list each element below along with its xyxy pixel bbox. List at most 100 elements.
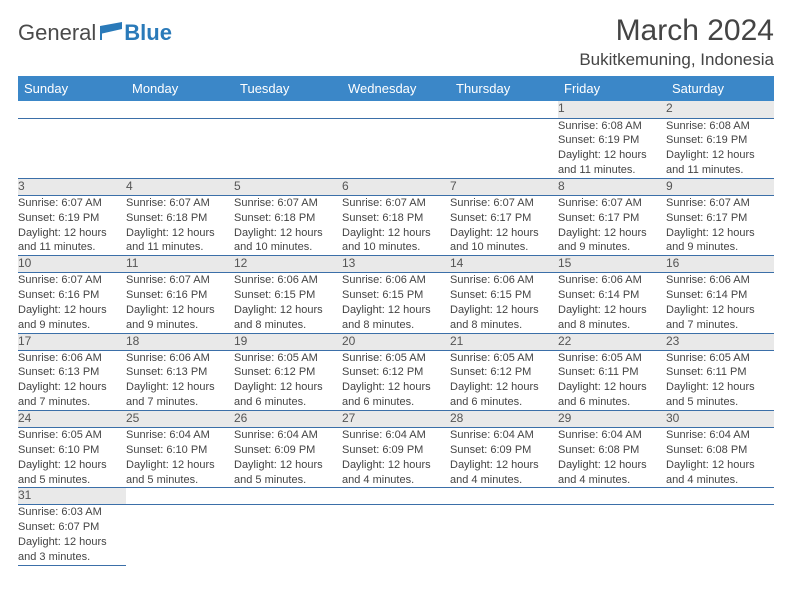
day-detail: Sunrise: 6:04 AMSunset: 6:08 PMDaylight:… <box>666 428 774 488</box>
day-dl2: and 6 minutes. <box>234 395 342 410</box>
day-number: 13 <box>342 256 450 273</box>
day-dl2: and 8 minutes. <box>450 318 558 333</box>
weekday-header: Thursday <box>450 76 558 101</box>
day-dl2: and 9 minutes. <box>558 240 666 255</box>
day-detail <box>342 118 450 178</box>
day-detail: Sunrise: 6:07 AMSunset: 6:19 PMDaylight:… <box>18 195 126 255</box>
day-sr: Sunrise: 6:07 AM <box>666 196 774 211</box>
weekday-header: Wednesday <box>342 76 450 101</box>
day-detail: Sunrise: 6:08 AMSunset: 6:19 PMDaylight:… <box>666 118 774 178</box>
location-label: Bukitkemuning, Indonesia <box>579 50 774 70</box>
day-number: 12 <box>234 256 342 273</box>
day-detail: Sunrise: 6:03 AMSunset: 6:07 PMDaylight:… <box>18 505 126 565</box>
day-number <box>450 488 558 505</box>
day-number: 10 <box>18 256 126 273</box>
day-ss: Sunset: 6:15 PM <box>234 288 342 303</box>
day-sr: Sunrise: 6:04 AM <box>666 428 774 443</box>
day-sr: Sunrise: 6:05 AM <box>342 351 450 366</box>
day-detail: Sunrise: 6:07 AMSunset: 6:18 PMDaylight:… <box>126 195 234 255</box>
day-ss: Sunset: 6:19 PM <box>558 133 666 148</box>
day-detail-row: Sunrise: 6:08 AMSunset: 6:19 PMDaylight:… <box>18 118 774 178</box>
day-detail <box>558 505 666 565</box>
day-number <box>18 101 126 118</box>
day-number: 27 <box>342 411 450 428</box>
day-dl1: Daylight: 12 hours <box>18 380 126 395</box>
day-ss: Sunset: 6:10 PM <box>18 443 126 458</box>
day-number: 11 <box>126 256 234 273</box>
day-number-row: 31 <box>18 488 774 505</box>
day-dl2: and 10 minutes. <box>342 240 450 255</box>
day-ss: Sunset: 6:09 PM <box>342 443 450 458</box>
day-sr: Sunrise: 6:06 AM <box>18 351 126 366</box>
day-number <box>450 101 558 118</box>
logo-text-1: General <box>18 20 96 46</box>
day-sr: Sunrise: 6:07 AM <box>234 196 342 211</box>
day-detail: Sunrise: 6:06 AMSunset: 6:13 PMDaylight:… <box>18 350 126 410</box>
day-dl2: and 11 minutes. <box>558 163 666 178</box>
day-number-row: 10111213141516 <box>18 256 774 273</box>
day-dl1: Daylight: 12 hours <box>18 535 126 550</box>
day-detail <box>126 505 234 565</box>
day-number: 1 <box>558 101 666 118</box>
day-number: 22 <box>558 333 666 350</box>
day-detail: Sunrise: 6:06 AMSunset: 6:15 PMDaylight:… <box>342 273 450 333</box>
day-detail: Sunrise: 6:04 AMSunset: 6:10 PMDaylight:… <box>126 428 234 488</box>
day-detail: Sunrise: 6:07 AMSunset: 6:17 PMDaylight:… <box>666 195 774 255</box>
day-detail <box>126 118 234 178</box>
day-ss: Sunset: 6:08 PM <box>558 443 666 458</box>
day-dl2: and 10 minutes. <box>234 240 342 255</box>
day-number-row: 3456789 <box>18 178 774 195</box>
day-sr: Sunrise: 6:06 AM <box>450 273 558 288</box>
day-sr: Sunrise: 6:07 AM <box>18 196 126 211</box>
day-dl2: and 6 minutes. <box>558 395 666 410</box>
day-detail: Sunrise: 6:07 AMSunset: 6:17 PMDaylight:… <box>450 195 558 255</box>
flag-icon <box>100 20 122 46</box>
day-dl1: Daylight: 12 hours <box>558 458 666 473</box>
day-number: 4 <box>126 178 234 195</box>
day-number <box>234 101 342 118</box>
day-ss: Sunset: 6:16 PM <box>18 288 126 303</box>
day-detail: Sunrise: 6:06 AMSunset: 6:14 PMDaylight:… <box>666 273 774 333</box>
day-dl1: Daylight: 12 hours <box>126 226 234 241</box>
day-detail-row: Sunrise: 6:03 AMSunset: 6:07 PMDaylight:… <box>18 505 774 565</box>
day-detail: Sunrise: 6:06 AMSunset: 6:15 PMDaylight:… <box>234 273 342 333</box>
day-dl2: and 6 minutes. <box>450 395 558 410</box>
day-number <box>342 101 450 118</box>
day-sr: Sunrise: 6:05 AM <box>666 351 774 366</box>
day-ss: Sunset: 6:18 PM <box>234 211 342 226</box>
day-detail: Sunrise: 6:07 AMSunset: 6:16 PMDaylight:… <box>18 273 126 333</box>
day-sr: Sunrise: 6:04 AM <box>450 428 558 443</box>
day-number <box>558 488 666 505</box>
day-number: 21 <box>450 333 558 350</box>
day-dl1: Daylight: 12 hours <box>450 380 558 395</box>
day-detail: Sunrise: 6:06 AMSunset: 6:14 PMDaylight:… <box>558 273 666 333</box>
weekday-header-row: Sunday Monday Tuesday Wednesday Thursday… <box>18 76 774 101</box>
day-ss: Sunset: 6:19 PM <box>666 133 774 148</box>
day-ss: Sunset: 6:14 PM <box>666 288 774 303</box>
day-number <box>126 488 234 505</box>
day-detail <box>234 118 342 178</box>
day-detail: Sunrise: 6:04 AMSunset: 6:09 PMDaylight:… <box>450 428 558 488</box>
title-block: March 2024 Bukitkemuning, Indonesia <box>579 14 774 70</box>
day-sr: Sunrise: 6:06 AM <box>234 273 342 288</box>
day-ss: Sunset: 6:12 PM <box>342 365 450 380</box>
day-sr: Sunrise: 6:06 AM <box>342 273 450 288</box>
weekday-header: Friday <box>558 76 666 101</box>
day-dl2: and 5 minutes. <box>234 473 342 488</box>
day-dl2: and 5 minutes. <box>666 395 774 410</box>
day-number <box>666 488 774 505</box>
page-title: March 2024 <box>579 14 774 48</box>
day-ss: Sunset: 6:09 PM <box>234 443 342 458</box>
day-number <box>342 488 450 505</box>
day-sr: Sunrise: 6:05 AM <box>234 351 342 366</box>
day-detail: Sunrise: 6:05 AMSunset: 6:12 PMDaylight:… <box>450 350 558 410</box>
day-ss: Sunset: 6:11 PM <box>666 365 774 380</box>
day-sr: Sunrise: 6:08 AM <box>666 119 774 134</box>
day-sr: Sunrise: 6:05 AM <box>18 428 126 443</box>
day-sr: Sunrise: 6:06 AM <box>666 273 774 288</box>
weekday-header: Sunday <box>18 76 126 101</box>
day-sr: Sunrise: 6:04 AM <box>234 428 342 443</box>
day-number: 16 <box>666 256 774 273</box>
day-dl2: and 9 minutes. <box>18 318 126 333</box>
day-number: 24 <box>18 411 126 428</box>
